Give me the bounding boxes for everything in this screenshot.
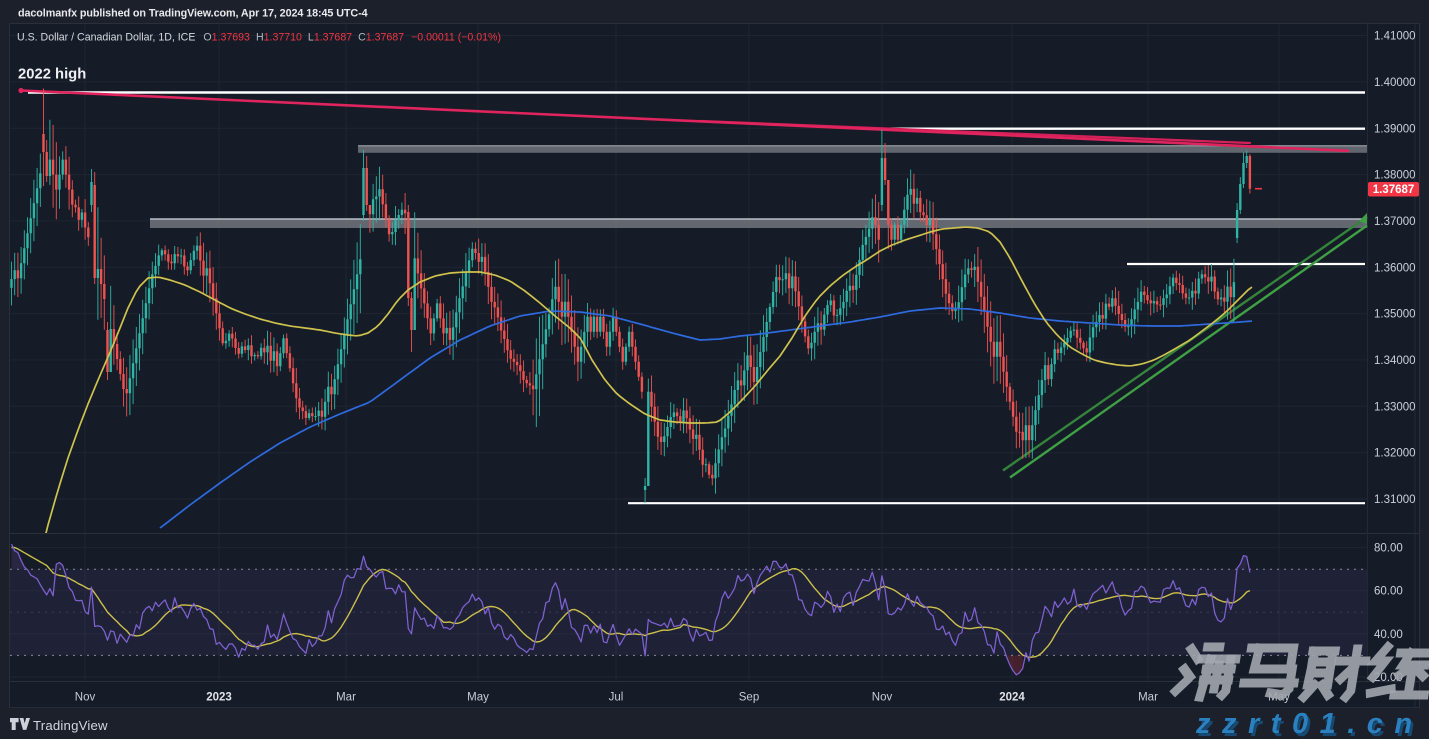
svg-text:Jul: Jul (609, 692, 624, 704)
svg-text:dacolmanfx published on Tradin: dacolmanfx published on TradingView.com,… (18, 8, 368, 20)
svg-text:1.35000: 1.35000 (1374, 309, 1416, 321)
svg-text:Mar: Mar (1138, 692, 1158, 704)
svg-text:1.39000: 1.39000 (1374, 123, 1416, 135)
svg-text:TradingView: TradingView (33, 718, 108, 733)
svg-text:2022 high: 2022 high (18, 67, 86, 83)
svg-text:zzrt01.cn: zzrt01.cn (1195, 708, 1424, 739)
svg-text:May: May (467, 692, 489, 704)
svg-text:1.31000: 1.31000 (1374, 494, 1416, 506)
svg-text:1.32000: 1.32000 (1374, 448, 1416, 460)
svg-text:1.37000: 1.37000 (1374, 216, 1416, 228)
svg-text:1.38000: 1.38000 (1374, 170, 1416, 182)
svg-text:Nov: Nov (872, 692, 893, 704)
svg-text:1.37687: 1.37687 (1373, 184, 1415, 196)
svg-text:1.33000: 1.33000 (1374, 401, 1416, 413)
svg-text:60.00: 60.00 (1374, 586, 1403, 598)
svg-text:1.40000: 1.40000 (1374, 77, 1416, 89)
svg-text:Mar: Mar (336, 692, 356, 704)
svg-text:40.00: 40.00 (1374, 629, 1403, 641)
svg-text:1.34000: 1.34000 (1374, 355, 1416, 367)
svg-text:2024: 2024 (999, 692, 1025, 704)
svg-text:80.00: 80.00 (1374, 543, 1403, 555)
svg-text:2023: 2023 (206, 692, 232, 704)
svg-text:Sep: Sep (739, 692, 759, 704)
svg-text:1.36000: 1.36000 (1374, 262, 1416, 274)
svg-text:1.41000: 1.41000 (1374, 31, 1416, 43)
svg-text:Nov: Nov (75, 692, 96, 704)
svg-text:U.S. Dollar / Canadian Dollar,: U.S. Dollar / Canadian Dollar, 1D, ICE O1… (17, 32, 501, 44)
